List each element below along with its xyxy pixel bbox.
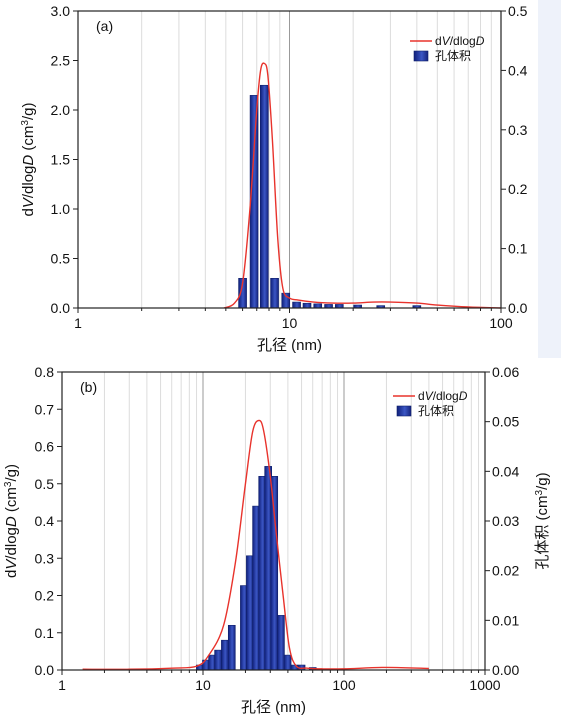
bar-series bbox=[238, 84, 422, 309]
y-left-tick-label: 0.7 bbox=[35, 401, 55, 417]
bar bbox=[270, 277, 279, 309]
chart-panel-b: 1 10 100 1000 0.0 0.1 0.2 0.3 0.4 0.5 0.6 0.7 0.8 0.0… bbox=[0, 358, 561, 724]
y-left-tick-label: 2.0 bbox=[51, 102, 71, 118]
panel-label: (a) bbox=[96, 18, 113, 34]
y-right-tick-label: 0.4 bbox=[508, 62, 528, 78]
legend-line-label: dV/dlogD bbox=[435, 34, 485, 48]
y-left-tick-label: 2.5 bbox=[51, 53, 71, 69]
y-right-tick-label: 0.1 bbox=[508, 241, 528, 257]
x-tick-label: 10 bbox=[282, 315, 298, 331]
y-left-tick-label: 0.3 bbox=[35, 550, 55, 566]
y-right-tick-label: 0.04 bbox=[492, 463, 519, 479]
x-tick-label: 1 bbox=[58, 677, 66, 693]
y-left-tick-label: 3.0 bbox=[51, 3, 71, 19]
y-left-tick-label: 0.4 bbox=[35, 513, 55, 529]
x-tick-label: 1000 bbox=[469, 677, 500, 693]
x-tick-label: 10 bbox=[195, 677, 211, 693]
y-right-axis-title: 孔体积 (cm3/g) bbox=[534, 472, 552, 569]
legend-bar-swatch bbox=[396, 405, 412, 417]
bar bbox=[270, 476, 279, 671]
line-series bbox=[82, 419, 429, 671]
y-left-tick-label: 0.6 bbox=[35, 439, 55, 455]
bar bbox=[283, 654, 292, 671]
x-tick-label: 100 bbox=[489, 315, 513, 331]
bar bbox=[292, 301, 301, 309]
y-right-tick-label: 0.01 bbox=[492, 612, 519, 628]
y-right-tick-label: 0.02 bbox=[492, 563, 519, 579]
y-left-axis-title: dV/dlogD (cm3/g) bbox=[3, 464, 21, 578]
y-right-tick-label: 0.0 bbox=[508, 300, 528, 316]
y-left-tick-label: 0.5 bbox=[51, 251, 71, 267]
line-series bbox=[223, 62, 502, 309]
legend-line-label: dV/dlogD bbox=[418, 389, 468, 403]
legend-bar-label: 孔体积 bbox=[435, 49, 471, 63]
chart-panel-a: 1 10 100 0.0 0.5 1.0 1.5 2.0 2.5 3.0 0.0 0.1 0.2 0.3 0… bbox=[0, 0, 538, 358]
bar bbox=[313, 303, 323, 309]
y-right-tick-label: 0.5 bbox=[508, 3, 528, 19]
y-left-tick-label: 1.0 bbox=[51, 201, 71, 217]
x-tick-label: 1 bbox=[74, 315, 82, 331]
y-left-tick-label: 0.0 bbox=[51, 300, 71, 316]
x-tick-label: 100 bbox=[332, 677, 356, 693]
chart-b-svg: 1 10 100 1000 0.0 0.1 0.2 0.3 0.4 0.5 0.6 0.7 0.8 0.0… bbox=[3, 364, 552, 716]
y-left-tick-label: 0.2 bbox=[35, 588, 55, 604]
x-axis-title: 孔径 (nm) bbox=[241, 699, 306, 716]
y-left-tick-label: 0.8 bbox=[35, 364, 55, 380]
y-right-tick-label: 0.3 bbox=[508, 122, 528, 138]
legend-bar-label: 孔体积 bbox=[418, 404, 454, 418]
panel-label: (b) bbox=[80, 379, 97, 395]
y-left-axis-title: dV/dlogD (cm3/g) bbox=[20, 103, 38, 217]
y-right-tick-label: 0.06 bbox=[492, 364, 519, 380]
y-left-tick-label: 0.1 bbox=[35, 625, 55, 641]
bar bbox=[302, 302, 312, 309]
y-right-tick-label: 0.00 bbox=[492, 662, 519, 678]
y-right-tick-label: 0.2 bbox=[508, 181, 528, 197]
chart-a-svg: 1 10 1000.00.51.01.52.02.53.00.00.10.20.30… bbox=[20, 3, 528, 354]
y-right-tick-label: 0.03 bbox=[492, 513, 519, 529]
y-left-tick-label: 0.5 bbox=[35, 476, 55, 492]
bar bbox=[214, 649, 222, 671]
bar bbox=[259, 84, 269, 309]
bar bbox=[249, 95, 259, 309]
legend-bar-swatch bbox=[413, 50, 429, 62]
bar-series bbox=[196, 466, 317, 671]
y-left-tick-label: 1.5 bbox=[51, 152, 71, 168]
bar bbox=[221, 639, 229, 671]
y-right-tick-label: 0.05 bbox=[492, 414, 519, 430]
x-axis-title: 孔径 (nm) bbox=[257, 337, 322, 354]
bar bbox=[227, 624, 236, 671]
bar bbox=[277, 615, 285, 671]
y-left-tick-label: 0.0 bbox=[35, 662, 55, 678]
